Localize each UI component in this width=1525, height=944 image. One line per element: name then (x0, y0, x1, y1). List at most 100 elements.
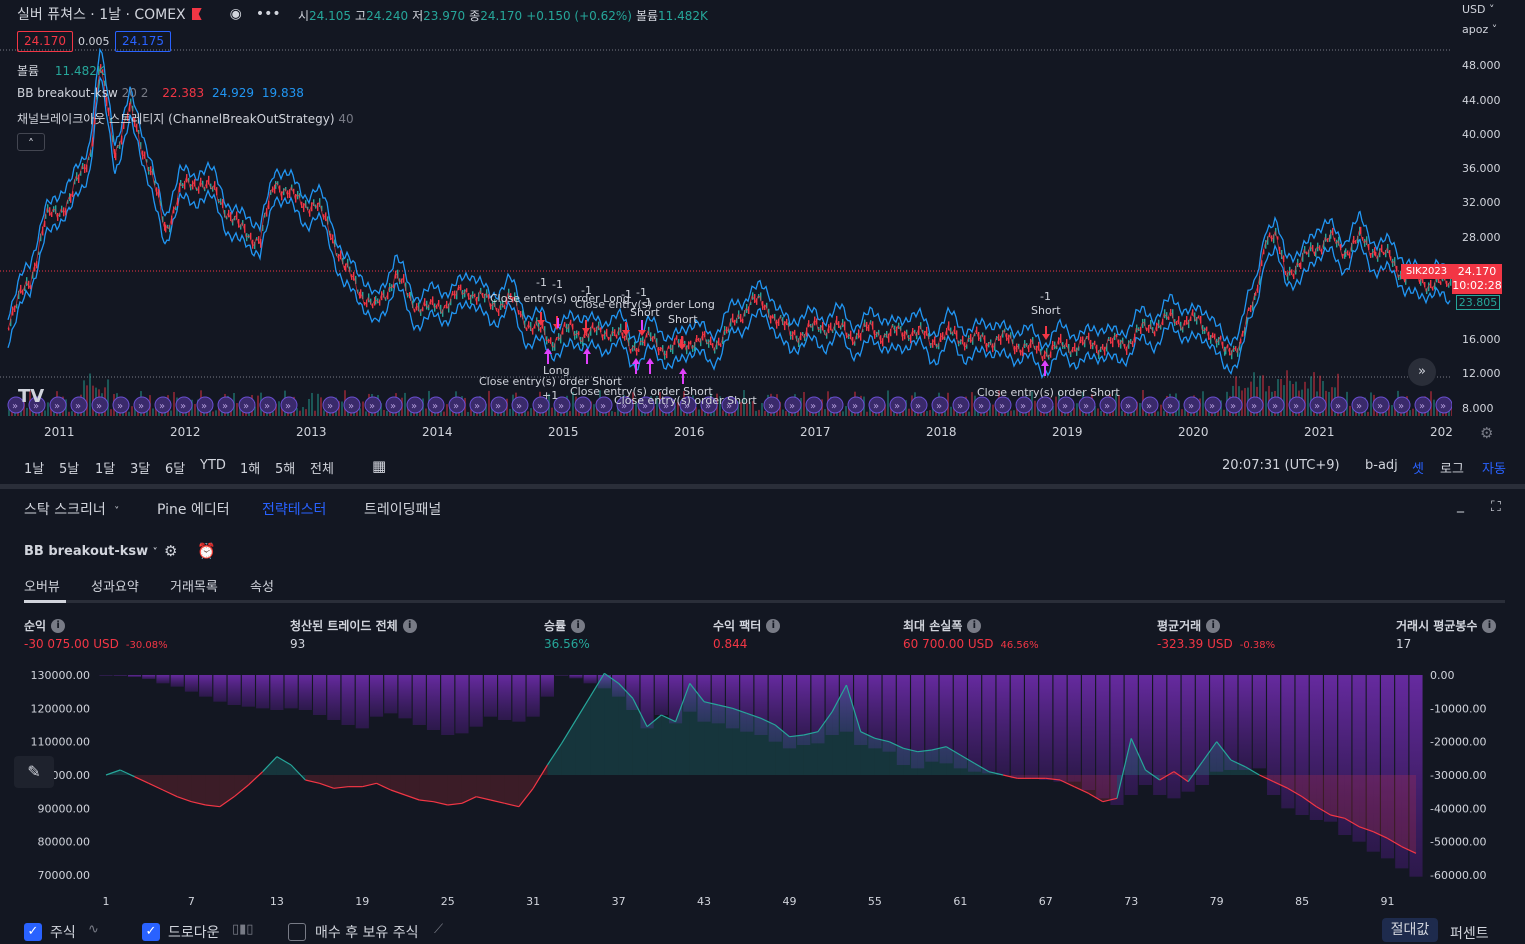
info-icon[interactable]: i (967, 618, 982, 633)
event-marker[interactable] (133, 396, 151, 414)
price-chart-canvas[interactable]: » » » » » » » » » » » » » » » » » » » » » » » » » » » » » » » » » » » » » » » »… (0, 0, 1452, 446)
range-button[interactable]: 1날 (24, 462, 45, 477)
tradingview-logo[interactable]: TV (18, 386, 45, 407)
bb-legend[interactable]: BB breakout-ksw 20 2 22.383 24.929 19.83… (17, 86, 304, 100)
event-marker[interactable] (721, 396, 739, 414)
event-marker[interactable] (217, 396, 235, 414)
pane-divider[interactable] (0, 484, 1525, 489)
flag-icon[interactable] (191, 8, 202, 20)
event-marker[interactable] (175, 396, 193, 414)
event-marker[interactable] (490, 396, 508, 414)
tab-strategy-tester[interactable]: 전략테스터 (262, 502, 327, 518)
event-marker[interactable] (49, 396, 67, 414)
auto-scale-toggle[interactable]: 자동 (1482, 462, 1506, 477)
event-marker[interactable] (658, 396, 676, 414)
event-marker[interactable] (112, 396, 130, 414)
event-marker[interactable] (1225, 396, 1243, 414)
event-marker[interactable] (847, 396, 865, 414)
event-marker[interactable] (553, 396, 571, 414)
ask-price-box[interactable]: 24.175 (115, 31, 171, 52)
event-marker[interactable] (280, 396, 298, 414)
event-marker[interactable] (1330, 396, 1348, 414)
info-icon[interactable]: i (1206, 618, 1221, 633)
event-marker[interactable] (1141, 396, 1159, 414)
info-icon[interactable]: i (1482, 618, 1497, 633)
eye-icon[interactable]: ◉ (229, 6, 242, 22)
range-button[interactable]: 6달 (165, 462, 186, 477)
event-marker[interactable] (1309, 396, 1327, 414)
event-marker[interactable] (1435, 396, 1452, 414)
event-marker[interactable] (511, 396, 529, 414)
event-marker[interactable] (1099, 396, 1117, 414)
event-marker[interactable] (700, 396, 718, 414)
event-marker[interactable] (1120, 396, 1138, 414)
clock-readout[interactable]: 20:07:31 (UTC+9) (1222, 458, 1340, 473)
range-button[interactable]: 전체 (310, 462, 334, 477)
currency-selector[interactable]: USD ˅ (1462, 3, 1495, 16)
event-marker[interactable] (406, 396, 424, 414)
tab-pine-editor[interactable]: Pine 에디터 (157, 502, 230, 518)
event-marker[interactable] (1351, 396, 1369, 414)
range-button[interactable]: 1해 (240, 462, 261, 477)
price-axis[interactable]: USD ˅ apoz ˅ 48.000 44.000 40.000 36.000 32.… (1452, 0, 1525, 446)
event-marker[interactable] (532, 396, 550, 414)
tab-stock-screener[interactable]: 스탁 스크리너 ˅ (24, 502, 120, 518)
legend-collapse-button[interactable]: ˄ (17, 133, 45, 151)
event-marker[interactable] (364, 396, 382, 414)
event-marker[interactable] (28, 396, 46, 414)
event-marker[interactable] (1393, 396, 1411, 414)
event-marker[interactable] (910, 396, 928, 414)
symbol-title-bar[interactable]: 실버 퓨쳐스 · 1날 · COMEX ◉ ••• (13, 2, 285, 26)
event-marker[interactable] (1183, 396, 1201, 414)
event-marker[interactable] (154, 396, 172, 414)
strategy-selector[interactable]: BB breakout-ksw ˅ (24, 544, 158, 559)
event-marker[interactable] (1162, 396, 1180, 414)
more-icon[interactable]: ••• (255, 6, 281, 22)
event-marker[interactable] (826, 396, 844, 414)
log-scale-toggle[interactable]: 로그 (1440, 462, 1464, 477)
event-marker[interactable] (868, 396, 886, 414)
session-toggle[interactable]: 셋 (1412, 462, 1424, 477)
event-marker[interactable] (1036, 396, 1054, 414)
event-marker[interactable] (616, 396, 634, 414)
event-marker[interactable] (1414, 396, 1432, 414)
event-marker[interactable] (427, 396, 445, 414)
series-toggle-checkbox[interactable]: ✓ (24, 923, 42, 941)
info-icon[interactable]: i (402, 618, 417, 633)
series-toggle-checkbox[interactable]: ✓ (142, 923, 160, 941)
maximize-panel-icon[interactable]: ⛶ (1491, 499, 1501, 515)
event-marker[interactable] (994, 396, 1012, 414)
event-marker[interactable] (1015, 396, 1033, 414)
symbol-title[interactable]: 실버 퓨쳐스 · 1날 · COMEX (17, 7, 186, 23)
event-marker[interactable] (343, 396, 361, 414)
event-marker[interactable] (322, 396, 340, 414)
bid-price-box[interactable]: 24.170 (17, 31, 73, 52)
range-button[interactable]: YTD (200, 458, 226, 473)
strategy-settings-gear-icon[interactable]: ⚙ (164, 542, 178, 560)
price-chart-pane[interactable]: » » » » » » » » » » » » » » » » » » » » » » » » » » » » » » » » » » » » » » » »… (0, 0, 1525, 486)
event-marker[interactable] (469, 396, 487, 414)
series-toggle-label[interactable]: 주식 (50, 925, 76, 941)
event-marker[interactable] (1288, 396, 1306, 414)
event-marker[interactable] (238, 396, 256, 414)
event-marker[interactable] (91, 396, 109, 414)
subtab-trade-list[interactable]: 거래목록 (170, 580, 218, 595)
range-button[interactable]: 5날 (59, 462, 80, 477)
event-marker[interactable] (1372, 396, 1390, 414)
event-marker[interactable] (763, 396, 781, 414)
mode-absolute-button[interactable]: 절대값 (1382, 918, 1438, 942)
event-marker[interactable] (952, 396, 970, 414)
series-toggle-label[interactable]: 매수 후 보유 주식 (315, 925, 419, 941)
scroll-to-realtime-button[interactable]: » (1408, 358, 1436, 386)
user-selector[interactable]: apoz ˅ (1462, 23, 1498, 36)
mode-percent-button[interactable]: 퍼센트 (1450, 926, 1489, 942)
info-icon[interactable]: i (766, 618, 781, 633)
range-button[interactable]: 1달 (95, 462, 116, 477)
series-toggle-label[interactable]: 드로다운 (168, 925, 220, 941)
chart-settings-gear-icon[interactable]: ⚙ (1480, 424, 1494, 442)
event-marker[interactable] (784, 396, 802, 414)
event-marker[interactable] (931, 396, 949, 414)
range-button[interactable]: 5해 (275, 462, 296, 477)
equity-drawdown-chart[interactable]: 130000.00120000.00110000.00100000.009000… (0, 657, 1525, 907)
event-marker[interactable] (1204, 396, 1222, 414)
